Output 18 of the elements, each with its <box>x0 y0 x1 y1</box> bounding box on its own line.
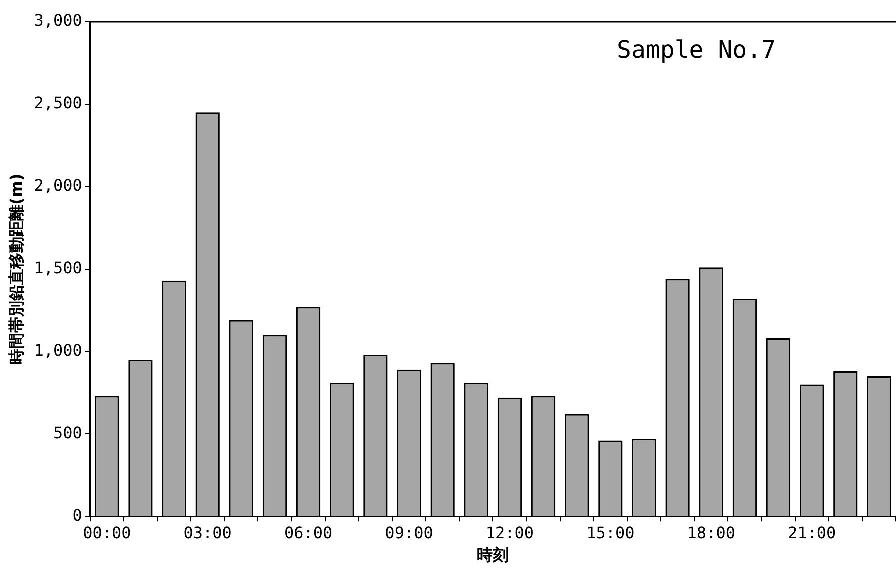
x-tick-label: 00:00 <box>83 523 132 542</box>
x-axis-title: 時刻 <box>477 546 510 565</box>
x-tick-label: 21:00 <box>788 523 836 542</box>
y-tick-label: 0 <box>72 506 82 525</box>
annotation: Sample No.7 <box>617 36 776 64</box>
y-tick-label: 3,000 <box>34 11 82 30</box>
y-tick-label: 2,500 <box>34 94 82 113</box>
x-tick-label: 06:00 <box>284 523 333 542</box>
x-tick-label: 18:00 <box>687 523 736 542</box>
x-tick-label: 15:00 <box>586 523 635 542</box>
y-tick-label: 1,500 <box>34 258 82 278</box>
x-tick-label: 03:00 <box>184 523 232 542</box>
y-axis-title: 時間帯別鉛直移動距離(m) <box>6 174 26 365</box>
x-tick-label: 12:00 <box>486 523 534 542</box>
y-tick-label: 2,000 <box>34 176 82 196</box>
y-tick-label: 1,000 <box>34 340 82 360</box>
y-tick-label: 500 <box>53 423 82 442</box>
x-tick-label: 09:00 <box>385 523 434 542</box>
